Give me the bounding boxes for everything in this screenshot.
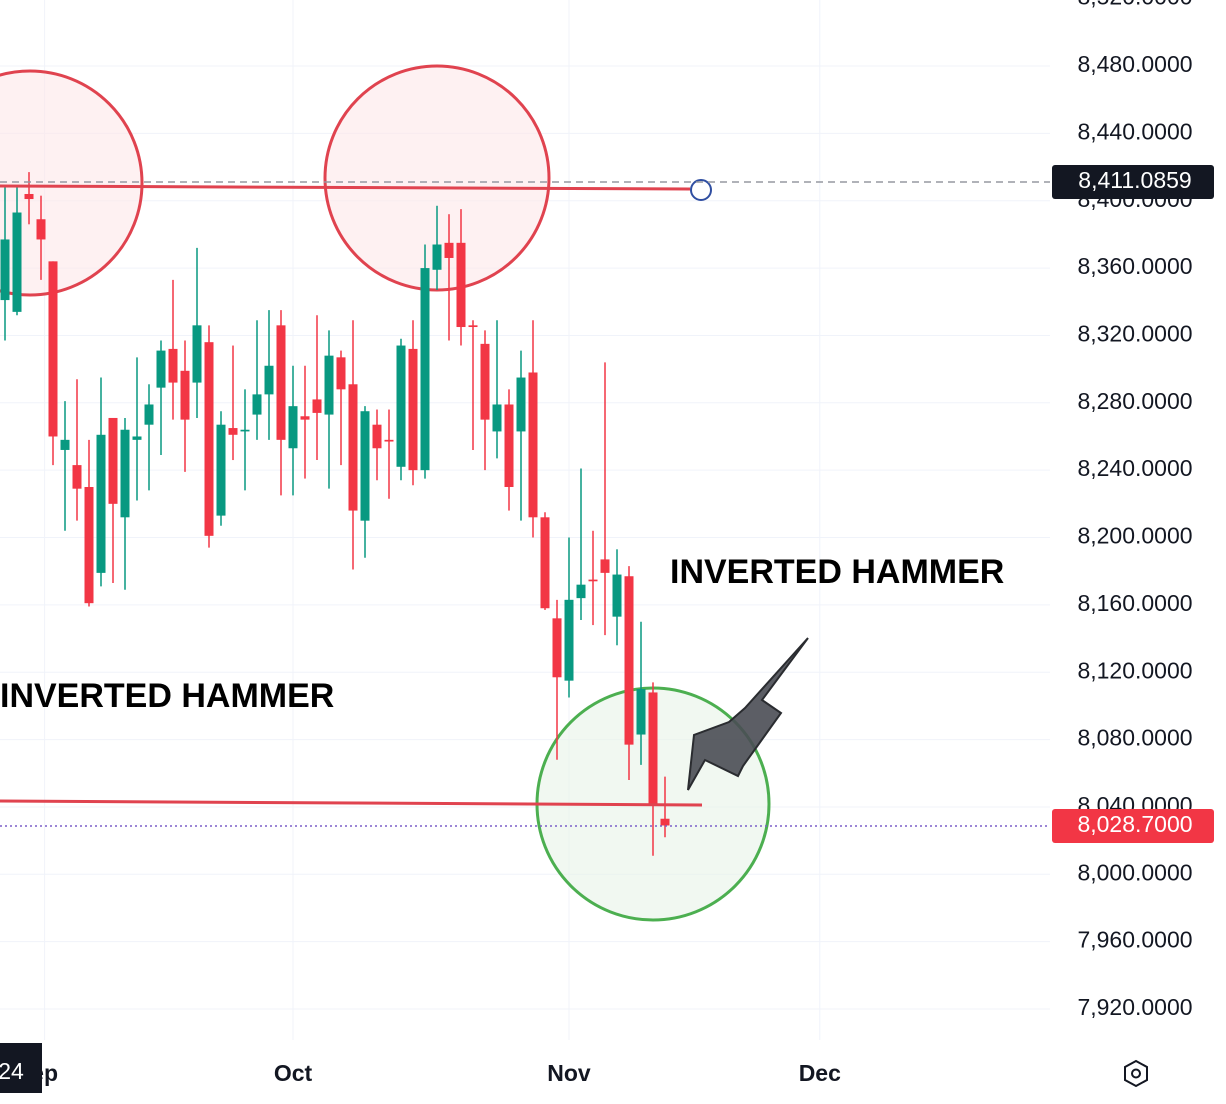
candle-body <box>336 357 346 390</box>
candle-body <box>492 404 502 432</box>
candle-body <box>468 325 478 328</box>
arrow <box>687 637 809 791</box>
candle-body <box>504 404 514 487</box>
y-tick-label: 8,440.0000 <box>1077 118 1192 144</box>
candle-body <box>240 429 250 432</box>
candle-body <box>264 365 274 395</box>
price-tag <box>1052 808 1214 843</box>
candle-body <box>348 384 358 511</box>
price-tag-label: 8,028.7000 <box>1077 811 1192 837</box>
candle-body <box>288 406 298 449</box>
candle-body <box>192 325 202 383</box>
y-tick-label: 8,080.0000 <box>1077 725 1192 751</box>
highlight-circle <box>323 64 551 292</box>
candle-body <box>600 559 610 573</box>
candle-body <box>588 579 598 582</box>
candle-body <box>636 689 646 735</box>
candle-body <box>252 394 262 415</box>
candle-body <box>540 517 550 609</box>
x-tick-label: Nov <box>547 1060 591 1086</box>
candle-body <box>612 574 622 617</box>
candles <box>0 172 670 856</box>
candle-body <box>432 244 442 270</box>
candle-body <box>228 428 238 435</box>
x-tick-label: Oct <box>274 1060 313 1086</box>
highlight-circle <box>0 69 144 297</box>
candle-body <box>12 212 22 312</box>
candle-body <box>324 355 334 415</box>
candle-body <box>312 399 322 413</box>
candle-body <box>360 411 370 521</box>
candle-body <box>168 348 178 383</box>
support-line <box>0 799 703 807</box>
candle-body <box>648 692 658 806</box>
resistance-line <box>0 184 691 191</box>
y-tick-label: 8,480.0000 <box>1077 51 1192 77</box>
candle-body <box>72 465 82 489</box>
y-tick-label: 8,200.0000 <box>1077 523 1192 549</box>
candle-body <box>216 424 226 516</box>
candle-body <box>456 242 466 328</box>
candle-body <box>132 436 142 440</box>
annotation: INVERTED HAMMER <box>670 553 1004 591</box>
candle-body <box>36 219 46 240</box>
candle-body <box>180 370 190 420</box>
candle-body <box>408 348 418 471</box>
candle-body <box>84 486 94 604</box>
candle-body <box>444 242 454 258</box>
candle-body <box>300 416 310 420</box>
crosshair-box <box>0 1043 42 1093</box>
candle-body <box>576 584 586 599</box>
candle-body <box>24 193 34 200</box>
y-tick-label: 8,280.0000 <box>1077 388 1192 414</box>
candle-body <box>384 439 394 442</box>
candle-body <box>276 325 286 440</box>
candle-body <box>624 576 634 745</box>
y-tick-label: 8,120.0000 <box>1077 657 1192 683</box>
candle-body <box>108 417 118 504</box>
candle-body <box>552 618 562 678</box>
candle-body <box>516 377 526 432</box>
y-tick-label: 8,320.0000 <box>1077 321 1192 347</box>
y-tick-label: 7,960.0000 <box>1077 927 1192 953</box>
y-tick-label: 8,520.0000 <box>1077 0 1192 10</box>
annotation: INVERTED HAMMER <box>0 677 334 715</box>
candle-body <box>420 268 430 471</box>
y-tick-label: 7,920.0000 <box>1077 994 1192 1020</box>
y-tick-label: 8,000.0000 <box>1077 859 1192 885</box>
candle-body <box>480 343 490 420</box>
candle-body <box>48 261 58 437</box>
candle-body <box>396 345 406 467</box>
candle-body <box>528 372 538 518</box>
candle-body <box>96 434 106 573</box>
candle-body <box>156 350 166 388</box>
price-tag-label: 8,411.0859 <box>1078 167 1191 193</box>
candle-body <box>60 439 70 450</box>
crosshair-label: 24 <box>0 1058 24 1084</box>
candle-body <box>660 818 670 826</box>
y-tick-label: 8,240.0000 <box>1077 455 1192 481</box>
candle-body <box>372 424 382 449</box>
price-tag <box>1052 165 1214 200</box>
settings-icon[interactable] <box>1124 1059 1148 1088</box>
x-tick-label: Dec <box>799 1060 841 1086</box>
candle-body <box>120 429 130 518</box>
line-handle <box>690 179 712 201</box>
candle-body <box>564 599 574 681</box>
candle-body <box>144 404 154 425</box>
candle-body <box>0 239 10 301</box>
settings-icon[interactable] <box>1131 1068 1141 1079</box>
candle-body <box>204 342 214 536</box>
y-tick-label: 8,360.0000 <box>1077 253 1192 279</box>
y-tick-label: 8,160.0000 <box>1077 590 1192 616</box>
